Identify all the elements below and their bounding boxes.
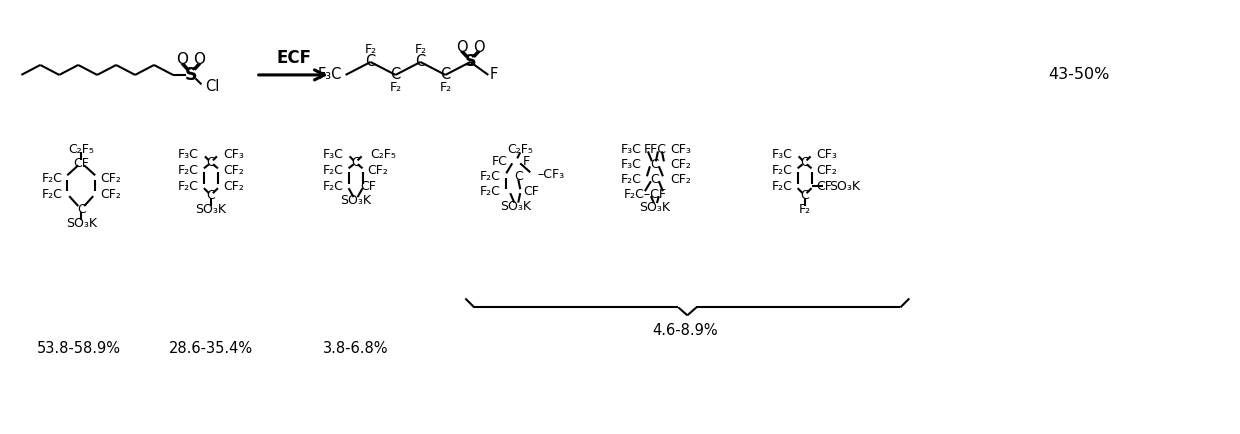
Text: CF₂: CF₂ [100, 172, 122, 185]
Text: F₂C: F₂C [322, 180, 343, 193]
Text: SO₃K: SO₃K [830, 180, 861, 193]
Text: F₂C: F₂C [771, 164, 792, 177]
Text: C₂F₅: C₂F₅ [371, 148, 397, 161]
Text: C₂F₅: C₂F₅ [507, 143, 533, 156]
Text: CF₂: CF₂ [223, 180, 244, 193]
Text: ECF: ECF [277, 49, 311, 67]
Text: C: C [513, 170, 522, 183]
Text: F₂C: F₂C [771, 180, 792, 193]
Text: C: C [651, 158, 660, 171]
Text: F₃C: F₃C [771, 148, 792, 161]
Text: CF₃: CF₃ [670, 143, 691, 156]
Text: CF₂: CF₂ [670, 173, 691, 186]
Text: O: O [456, 39, 467, 55]
Text: C: C [800, 189, 808, 202]
Text: F₂C: F₂C [179, 180, 198, 193]
Text: F₂C: F₂C [41, 172, 62, 185]
Text: CF₂: CF₂ [817, 164, 837, 177]
Text: C: C [366, 55, 376, 69]
Text: Cl: Cl [205, 79, 219, 94]
Text: F₃C: F₃C [179, 148, 198, 161]
Text: C: C [651, 173, 660, 186]
Text: F₂C: F₂C [621, 173, 642, 186]
Text: F₂C: F₂C [41, 187, 62, 201]
Text: O: O [176, 52, 188, 67]
Text: F₃C: F₃C [621, 143, 642, 156]
Text: SO₃K: SO₃K [196, 203, 227, 216]
Text: CF: CF [523, 184, 539, 197]
Text: O: O [472, 39, 485, 55]
Text: F₂: F₂ [799, 203, 811, 216]
Text: F₂C: F₂C [322, 164, 343, 177]
Text: CF: CF [361, 180, 377, 193]
Text: –CF₃: –CF₃ [537, 168, 564, 181]
Text: F₃C: F₃C [322, 148, 343, 161]
Text: CF₂: CF₂ [223, 164, 244, 177]
Text: C: C [440, 67, 450, 82]
Text: S: S [185, 66, 197, 84]
Text: 4.6-8.9%: 4.6-8.9% [652, 323, 718, 338]
Text: CF₃: CF₃ [223, 148, 244, 161]
Text: 3.8-6.8%: 3.8-6.8% [322, 341, 388, 355]
Text: CF₂: CF₂ [367, 164, 388, 177]
Text: F₃C: F₃C [317, 67, 342, 82]
Text: O: O [193, 52, 206, 67]
Text: S: S [465, 55, 476, 69]
Text: SO₃K: SO₃K [340, 194, 371, 207]
Text: C: C [77, 203, 86, 216]
Text: F₂C–CF: F₂C–CF [624, 187, 666, 201]
Text: F₂: F₂ [439, 81, 451, 94]
Text: C: C [207, 156, 216, 169]
Text: F₂C: F₂C [179, 164, 198, 177]
Text: SO₃K: SO₃K [66, 217, 97, 230]
Text: CF: CF [817, 180, 832, 193]
Text: FFC: FFC [644, 143, 666, 156]
Text: C: C [391, 67, 401, 82]
Text: CF₂: CF₂ [670, 158, 691, 171]
Text: CF₂: CF₂ [100, 187, 122, 201]
Text: F₂C: F₂C [480, 184, 500, 197]
Text: F: F [523, 155, 531, 168]
Text: SO₃K: SO₃K [500, 200, 531, 213]
Text: CF₃: CF₃ [817, 148, 837, 161]
Text: SO₃K: SO₃K [640, 201, 671, 214]
Text: C: C [207, 189, 216, 202]
Text: C: C [415, 55, 425, 69]
Text: 28.6-35.4%: 28.6-35.4% [169, 341, 253, 355]
Text: F₂: F₂ [365, 43, 377, 56]
Text: F₂: F₂ [389, 81, 402, 94]
Text: F: F [490, 67, 498, 82]
Text: 53.8-58.9%: 53.8-58.9% [37, 341, 122, 355]
Text: F₂C: F₂C [480, 170, 500, 183]
Text: F₂: F₂ [414, 43, 427, 56]
Text: C: C [800, 156, 808, 169]
Text: 43-50%: 43-50% [1048, 67, 1110, 82]
Text: F₃C: F₃C [621, 158, 642, 171]
Text: CF: CF [73, 157, 89, 170]
Text: C₂F₅: C₂F₅ [68, 143, 94, 156]
Text: C: C [351, 156, 360, 169]
Text: FC: FC [491, 155, 507, 168]
